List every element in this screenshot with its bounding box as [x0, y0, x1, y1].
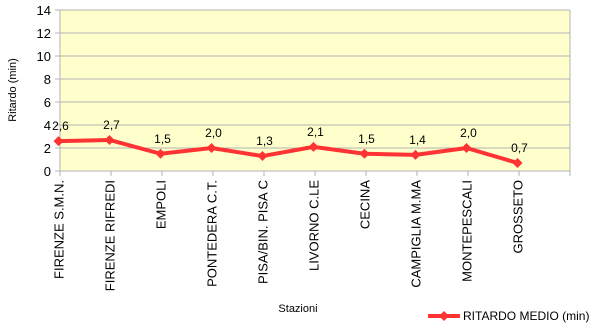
data-label: 2,1	[307, 125, 324, 139]
x-tick-label: EMPOLI	[154, 180, 169, 229]
data-point	[53, 136, 64, 147]
y-tick-label: 8	[44, 72, 51, 87]
data-label: 2,0	[205, 126, 222, 140]
y-tick-label: 4	[44, 118, 51, 133]
data-label: 2,6	[52, 119, 69, 133]
y-tick-labels: 0 2 4 6 8 10 12 14	[37, 3, 51, 179]
data-point	[359, 148, 370, 159]
data-point	[206, 143, 217, 153]
y-tick-label: 12	[37, 26, 51, 41]
y-tick-label: 14	[37, 3, 51, 18]
data-point	[155, 148, 166, 159]
y-tick-label: 2	[44, 141, 51, 156]
data-label: 1,4	[409, 133, 426, 147]
x-tick-labels: FIRENZE S.M.N. FIRENZE RIFREDI EMPOLI PONTE…	[52, 180, 526, 292]
x-tick-label: GROSSETO	[511, 180, 526, 253]
x-tick-label: CAMPIGLIA M.MA	[409, 180, 424, 288]
legend: RITARDO MEDIO (min)	[428, 309, 589, 323]
data-label: 2,7	[103, 118, 120, 132]
series-ritardo-medio	[53, 134, 523, 168]
data-label: 1,5	[154, 132, 171, 146]
y-tick-label: 0	[44, 164, 51, 179]
x-tick-label: LIVORNO C.LE	[307, 180, 322, 271]
data-point	[461, 143, 472, 153]
y-axis-title: Ritardo (min)	[7, 58, 19, 122]
data-label: 0,7	[511, 141, 528, 155]
x-tick-label: PISA/BIN. PISA C	[256, 180, 271, 284]
x-axis-title: Stazioni	[278, 303, 317, 315]
data-point	[512, 157, 523, 168]
data-label: 1,5	[358, 132, 375, 146]
data-label: 1,3	[256, 134, 273, 148]
data-point	[410, 149, 421, 160]
data-point	[257, 151, 268, 162]
legend-marker	[439, 311, 449, 321]
series-line	[58, 137, 519, 165]
data-point	[308, 141, 319, 152]
x-tick-label: MONTEPESCALI	[460, 180, 475, 282]
x-tick-label: PONTEDERA C.T.	[205, 180, 220, 287]
data-point	[104, 134, 115, 145]
x-tick-label: FIRENZE S.M.N.	[52, 180, 67, 279]
legend-label: RITARDO MEDIO (min)	[463, 309, 589, 323]
y-tick-label: 6	[44, 95, 51, 110]
axes	[59, 10, 571, 176]
x-tick-label: CECINA	[358, 180, 373, 229]
x-tick-label: FIRENZE RIFREDI	[103, 180, 118, 291]
y-tick-label: 10	[37, 49, 51, 64]
data-label: 2,0	[460, 126, 477, 140]
data-labels: 2,6 2,7 1,5 2,0 1,3 2,1 1,5 1,4 2,0 0,7	[52, 118, 528, 155]
